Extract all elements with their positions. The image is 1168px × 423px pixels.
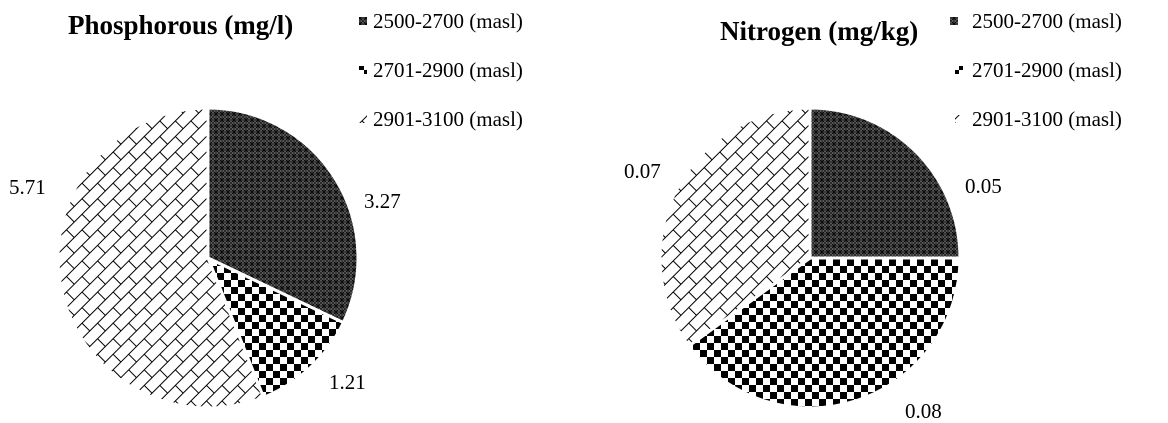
phosphorous-data-label-0: 3.27 (364, 189, 401, 213)
phosphorous-legend-swatch-2 (359, 115, 367, 123)
phosphorous-legend: 2500-2700 (masl) 2701-2900 (masl) 2901-3… (359, 9, 523, 131)
nitrogen-chart: Nitrogen (mg/kg) 2500-2700 (masl) 2701-2… (624, 9, 1122, 423)
phosphorous-pie (56, 106, 360, 410)
nitrogen-data-label-1: 0.08 (905, 399, 942, 423)
nitrogen-slice-1 (686, 256, 962, 410)
phosphorous-data-label-1: 1.21 (329, 370, 366, 394)
nitrogen-legend-swatch-0 (950, 17, 958, 25)
nitrogen-pie (658, 106, 962, 410)
phosphorous-title: Phosphorous (mg/l) (68, 10, 293, 40)
nitrogen-legend-label-1: 2701-2900 (masl) (972, 58, 1122, 82)
nitrogen-data-label-2: 0.07 (624, 159, 661, 183)
nitrogen-legend-label-0: 2500-2700 (masl) (972, 9, 1122, 33)
nitrogen-legend-swatch-2 (955, 115, 963, 123)
phosphorous-data-label-2: 5.71 (9, 175, 46, 199)
nitrogen-slice-0 (808, 106, 962, 260)
nitrogen-data-label-0: 0.05 (965, 174, 1002, 198)
phosphorous-legend-label-0: 2500-2700 (masl) (373, 9, 523, 33)
phosphorous-slice-0 (206, 106, 360, 325)
nitrogen-legend-label-2: 2901-3100 (masl) (972, 107, 1122, 131)
phosphorous-chart: Phosphorous (mg/l) 2500-2700 (masl) 2701… (9, 9, 523, 410)
phosphorous-legend-swatch-0 (359, 17, 367, 25)
phosphorous-legend-label-1: 2701-2900 (masl) (373, 58, 523, 82)
nitrogen-legend: 2500-2700 (masl) 2701-2900 (masl) 2901-3… (950, 9, 1122, 131)
phosphorous-slice-1 (205, 254, 346, 400)
nitrogen-title: Nitrogen (mg/kg) (720, 16, 918, 46)
phosphorous-legend-swatch-1 (359, 66, 367, 74)
nitrogen-slice-2 (658, 106, 812, 349)
phosphorous-slice-2 (56, 106, 266, 410)
phosphorous-legend-label-2: 2901-3100 (masl) (373, 107, 523, 131)
nitrogen-legend-swatch-1 (955, 66, 963, 74)
